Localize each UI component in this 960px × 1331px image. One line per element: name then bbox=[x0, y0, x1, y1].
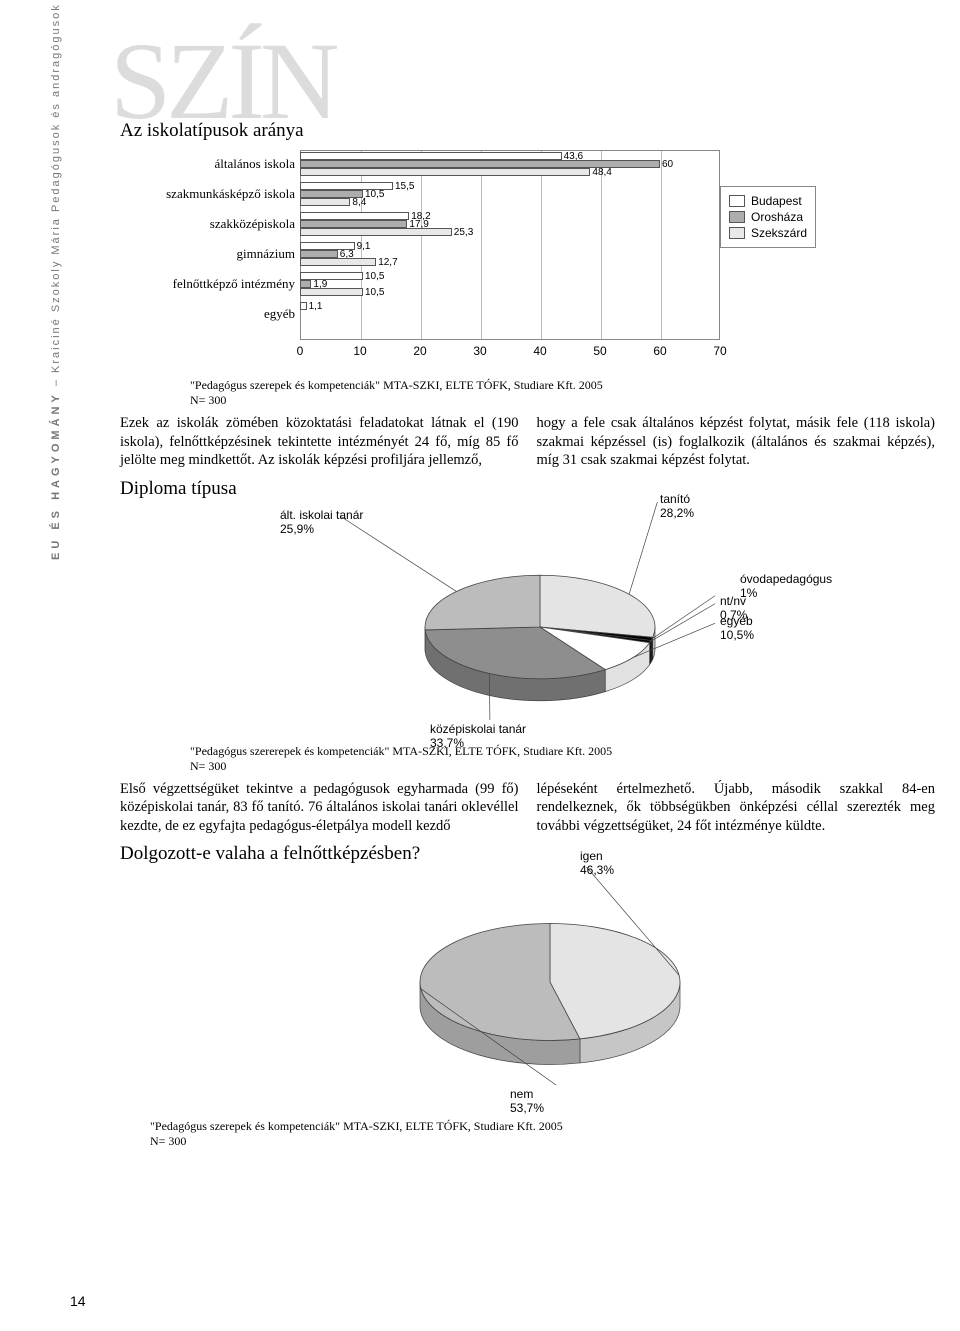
pie2-source: "Pedagógus szerepek és kompetenciák" MTA… bbox=[150, 1119, 935, 1149]
legend-label: Orosháza bbox=[751, 210, 803, 224]
body-right-2: lépéseként értelmezhető. Újabb, második … bbox=[537, 780, 936, 836]
legend-row: Szekszárd bbox=[729, 225, 807, 241]
pie-label-name: ált. iskolai tanár bbox=[280, 508, 363, 522]
pie-label: óvodapedagógus1% bbox=[740, 572, 832, 600]
sidebar-rest: – Kraiciné Szokoly Mária Pedagógusok és … bbox=[50, 0, 62, 391]
x-tick: 60 bbox=[653, 344, 666, 358]
bar-category-label: általános iskola bbox=[140, 156, 295, 172]
body-left-2: Első végzettségüket tekintve a pedagógus… bbox=[120, 780, 519, 836]
pie-label-name: egyéb bbox=[720, 614, 753, 628]
bar bbox=[300, 168, 590, 176]
pie-label-name: óvodapedagógus bbox=[740, 572, 832, 586]
bar-category-label: szakmunkásképző iskola bbox=[140, 186, 295, 202]
x-tick: 30 bbox=[473, 344, 486, 358]
x-tick: 10 bbox=[353, 344, 366, 358]
bar-value: 48,4 bbox=[592, 167, 611, 178]
pie-label: igen46,3% bbox=[580, 849, 614, 877]
body-text-1: Ezek az iskolák zömében közoktatási fela… bbox=[120, 414, 935, 470]
pie-label-name: tanító bbox=[660, 492, 690, 506]
bar-category-label: egyéb bbox=[140, 306, 295, 322]
bar-category-label: szakközépiskola bbox=[140, 216, 295, 232]
bar bbox=[300, 250, 338, 258]
pie-label-name: nem bbox=[510, 1087, 533, 1101]
legend-swatch bbox=[729, 211, 745, 223]
legend-row: Budapest bbox=[729, 193, 807, 209]
x-tick: 50 bbox=[593, 344, 606, 358]
pie-label: tanító28,2% bbox=[660, 492, 694, 520]
pie-slice bbox=[425, 575, 540, 630]
bar-chart-n: N= 300 bbox=[190, 393, 226, 407]
pie2-source-line: "Pedagógus szerepek és kompetenciák" MTA… bbox=[150, 1119, 563, 1133]
bar bbox=[300, 280, 311, 288]
pie-label-pct: 25,9% bbox=[280, 522, 363, 536]
legend-swatch bbox=[729, 195, 745, 207]
bar-value: 25,3 bbox=[454, 227, 473, 238]
legend-row: Orosháza bbox=[729, 209, 807, 225]
pie-label-name: nt/nv bbox=[720, 594, 746, 608]
pie1-title: Diploma típusa bbox=[120, 478, 935, 500]
body-text-2: Első végzettségüket tekintve a pedagógus… bbox=[120, 780, 935, 836]
bar bbox=[300, 220, 407, 228]
pie-label-pct: 33,7% bbox=[430, 736, 526, 750]
x-tick: 70 bbox=[713, 344, 726, 358]
bar-chart-source: "Pedagógus szerepek és kompetenciák" MTA… bbox=[190, 378, 935, 408]
pie2-chart: igen46,3%nem53,7% bbox=[120, 867, 900, 1117]
pie-slice bbox=[540, 575, 655, 637]
bar bbox=[300, 288, 363, 296]
bar-category-label: gimnázium bbox=[140, 246, 295, 262]
legend-swatch bbox=[729, 227, 745, 239]
body-left-1: Ezek az iskolák zömében közoktatási fela… bbox=[120, 414, 519, 470]
pie-label-pct: 1% bbox=[740, 586, 832, 600]
pie1-chart: tanító28,2%óvodapedagógus1%nt/nv0,7%egyé… bbox=[120, 502, 900, 742]
bar-value: 10,5 bbox=[365, 189, 384, 200]
bar-value: 9,1 bbox=[357, 241, 371, 252]
pie-svg bbox=[120, 867, 740, 1085]
pie-label: nem53,7% bbox=[510, 1087, 544, 1115]
pie2-n: N= 300 bbox=[150, 1134, 186, 1148]
bar-value: 12,7 bbox=[378, 257, 397, 268]
pie2-title: Dolgozott-e valaha a felnőttképzésben? bbox=[120, 843, 935, 865]
bar bbox=[300, 258, 376, 266]
bar bbox=[300, 212, 409, 220]
bar-value: 10,5 bbox=[365, 271, 384, 282]
x-tick: 20 bbox=[413, 344, 426, 358]
x-tick: 0 bbox=[297, 344, 304, 358]
bar bbox=[300, 228, 452, 236]
pie-label-name: középiskolai tanár bbox=[430, 722, 526, 736]
pie-label: ált. iskolai tanár25,9% bbox=[280, 508, 363, 536]
sidebar-prefix: EU ÉS HAGYOMÁNY bbox=[50, 391, 62, 560]
sidebar-label: EU ÉS HAGYOMÁNY – Kraiciné Szokoly Mária… bbox=[50, 0, 62, 560]
pie1-n: N= 300 bbox=[190, 759, 226, 773]
bar bbox=[300, 198, 350, 206]
pie-label-pct: 46,3% bbox=[580, 863, 614, 877]
x-tick: 40 bbox=[533, 344, 546, 358]
bar-value: 1,1 bbox=[309, 301, 323, 312]
bar-category-label: felnőttképző intézmény bbox=[140, 276, 295, 292]
bar bbox=[300, 302, 307, 310]
pie-svg bbox=[120, 502, 715, 721]
bar-value: 60 bbox=[662, 159, 673, 170]
legend-label: Szekszárd bbox=[751, 226, 807, 240]
bar-value: 10,5 bbox=[365, 287, 384, 298]
bar bbox=[300, 152, 562, 160]
pie-label: egyéb10,5% bbox=[720, 614, 754, 642]
bar-chart-title: Az iskolatípusok aránya bbox=[120, 120, 935, 142]
pie-label-pct: 53,7% bbox=[510, 1101, 544, 1115]
pie1-source-line: "Pedagógus szererepek és kompetenciák" M… bbox=[190, 744, 612, 758]
page-number: 14 bbox=[70, 1293, 86, 1309]
bar-chart-legend: Budapest Orosháza Szekszárd bbox=[720, 186, 816, 248]
bar-value: 15,5 bbox=[395, 181, 414, 192]
bar-value: 8,4 bbox=[352, 197, 366, 208]
pie-label: középiskolai tanár33,7% bbox=[430, 722, 526, 750]
body-right-1: hogy a fele csak általános képzést folyt… bbox=[537, 414, 936, 470]
pie-label-pct: 10,5% bbox=[720, 628, 754, 642]
pie-label-name: igen bbox=[580, 849, 603, 863]
pie-label-pct: 28,2% bbox=[660, 506, 694, 520]
bar-chart: 010203040506070általános iskola43,66048,… bbox=[140, 146, 780, 376]
legend-label: Budapest bbox=[751, 194, 802, 208]
bar bbox=[300, 272, 363, 280]
bar-chart-source-line: "Pedagógus szerepek és kompetenciák" MTA… bbox=[190, 378, 603, 392]
pie1-source: "Pedagógus szererepek és kompetenciák" M… bbox=[190, 744, 935, 774]
